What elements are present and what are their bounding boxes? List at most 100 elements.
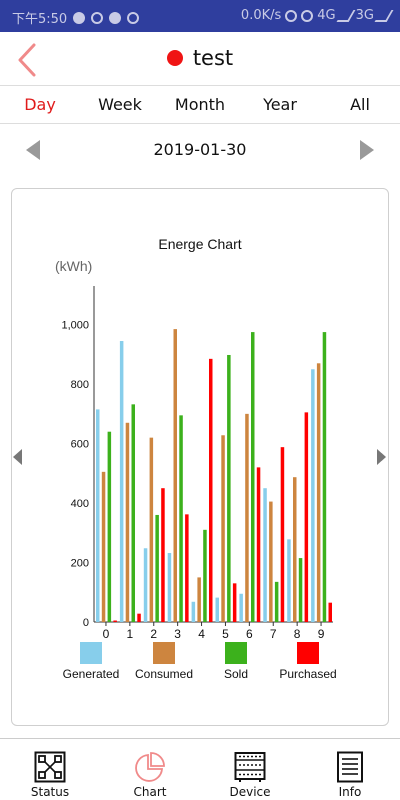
bar-sold-5	[227, 354, 231, 622]
clock: 下午5:50	[12, 12, 68, 27]
bar-generated-3	[167, 553, 172, 622]
tab-week[interactable]: Week	[98, 95, 142, 114]
y-tick-label: 800	[71, 379, 89, 391]
bar-sold-0	[107, 431, 112, 622]
chart-scroll-left-button[interactable]	[13, 449, 22, 465]
tab-day[interactable]: Day	[24, 95, 56, 114]
current-date: 2019-01-30	[153, 140, 247, 159]
wechat-icon	[73, 11, 86, 24]
y-tick-label: 0	[83, 617, 89, 629]
cell-signal-icon	[336, 9, 356, 22]
cloud-icon	[109, 11, 122, 24]
bar-sold-6	[251, 332, 255, 622]
bar-sold-1	[131, 404, 135, 622]
y-tick-label: 1,000	[61, 320, 89, 332]
bar-purchased-1	[137, 613, 141, 622]
sim2-label: 3G	[355, 8, 374, 23]
x-tick-label: 4	[198, 627, 205, 641]
app-icon	[127, 11, 140, 24]
x-tick-label: 8	[294, 627, 301, 641]
device-icon	[234, 752, 266, 782]
signal-icon	[301, 9, 314, 22]
nav-info-label: Info	[338, 785, 362, 799]
chart-scroll-right-button[interactable]	[377, 449, 386, 465]
bar-generated-6	[239, 593, 243, 622]
x-tick-label: 5	[222, 627, 229, 641]
notification-icon	[91, 11, 104, 24]
tab-year[interactable]: Year	[263, 95, 297, 114]
y-tick-label: 200	[71, 558, 89, 570]
bar-consumed-0	[101, 471, 106, 622]
x-tick-label: 7	[270, 627, 277, 641]
bar-consumed-2	[149, 437, 154, 622]
bar-sold-7	[274, 581, 279, 622]
bar-sold-9	[322, 332, 327, 622]
chevron-left-icon	[18, 43, 36, 77]
bar-consumed-6	[245, 413, 249, 622]
legend-label-consumed: Consumed	[135, 667, 193, 681]
y-tick-label: 600	[71, 439, 89, 451]
info-icon	[337, 751, 363, 783]
bar-consumed-3	[173, 329, 177, 622]
pie-chart-icon	[135, 752, 165, 782]
bar-purchased-5	[232, 583, 237, 622]
bar-consumed-5	[221, 435, 225, 622]
period-tabs: Day Week Month Year All	[0, 86, 400, 124]
battery-icon	[374, 9, 394, 22]
legend-label-purchased: Purchased	[279, 667, 336, 681]
sim1-label: 4G	[317, 8, 336, 23]
bar-sold-4	[203, 529, 207, 622]
nav-info[interactable]: Info	[300, 739, 400, 800]
network-speed: 0.0K/s	[240, 8, 282, 23]
date-navigator: 2019-01-30	[0, 130, 400, 170]
nav-device[interactable]: Device	[200, 739, 300, 800]
nav-status[interactable]: Status	[0, 739, 100, 800]
nav-device-label: Device	[229, 785, 271, 799]
legend-swatch-sold	[225, 642, 247, 664]
previous-date-button[interactable]	[26, 140, 40, 160]
y-tick-label: 400	[71, 498, 89, 510]
page-title: test	[192, 46, 234, 70]
bar-purchased-3	[185, 514, 189, 622]
bar-generated-7	[263, 488, 267, 622]
bar-purchased-9	[328, 602, 332, 622]
bar-generated-8	[287, 539, 291, 622]
bar-generated-1	[119, 341, 124, 622]
bar-generated-2	[143, 548, 148, 622]
nav-chart[interactable]: Chart	[100, 739, 200, 800]
bar-consumed-9	[316, 363, 321, 622]
next-date-button[interactable]	[360, 140, 374, 160]
legend-swatch-generated	[80, 642, 102, 664]
bar-generated-4	[191, 601, 196, 622]
bar-purchased-0	[113, 620, 117, 622]
bar-consumed-1	[125, 422, 130, 622]
nav-chart-label: Chart	[133, 785, 167, 799]
bar-purchased-7	[280, 447, 285, 622]
bar-generated-0	[96, 409, 100, 622]
bar-purchased-6	[256, 467, 261, 622]
status-icon	[34, 751, 66, 783]
tab-month[interactable]: Month	[174, 95, 226, 114]
legend-swatch-consumed	[153, 642, 175, 664]
bar-generated-5	[215, 597, 219, 622]
bar-consumed-4	[197, 577, 201, 622]
x-tick-label: 2	[150, 627, 157, 641]
bar-purchased-8	[304, 412, 309, 622]
x-tick-label: 0	[103, 627, 110, 641]
bar-sold-2	[155, 514, 159, 622]
x-tick-label: 3	[174, 627, 181, 641]
legend-label-sold: Sold	[224, 667, 248, 681]
bar-sold-3	[179, 415, 183, 622]
back-button[interactable]	[12, 42, 44, 78]
energy-chart: Energe Chart (kWh) 0 200 400 600 800 1,000 0 1 2 3 4…	[55, 236, 337, 681]
nav-status-label: Status	[30, 785, 70, 799]
legend-swatch-purchased	[297, 642, 319, 664]
status-indicator	[166, 50, 183, 66]
chart-title: Energe Chart	[158, 236, 241, 252]
bottom-navigation: Status Chart Device Info	[0, 738, 400, 800]
bar-generated-9	[311, 369, 315, 622]
tab-all[interactable]: All	[350, 95, 370, 114]
bar-purchased-2	[161, 488, 165, 622]
x-tick-label: 1	[127, 627, 134, 641]
system-status-bar: 下午5:50 0.0K/s 4G 3G	[0, 0, 400, 32]
